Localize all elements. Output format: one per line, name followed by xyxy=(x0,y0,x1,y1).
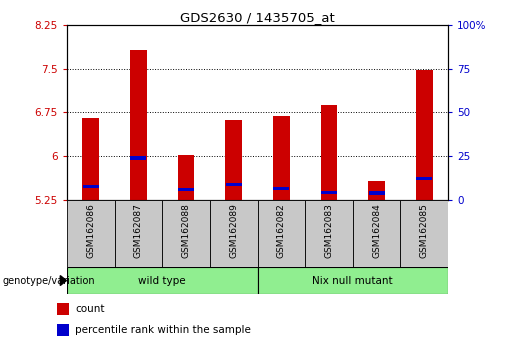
Bar xyxy=(130,156,146,160)
Bar xyxy=(130,50,147,200)
Bar xyxy=(210,200,258,267)
Text: Nix null mutant: Nix null mutant xyxy=(313,275,393,286)
Bar xyxy=(114,200,162,267)
Bar xyxy=(226,183,242,186)
Bar xyxy=(321,105,337,200)
Text: GSM162083: GSM162083 xyxy=(324,203,333,258)
Bar xyxy=(273,187,289,190)
Bar xyxy=(57,324,69,336)
Bar xyxy=(162,200,210,267)
Text: percentile rank within the sample: percentile rank within the sample xyxy=(75,325,251,335)
FancyArrow shape xyxy=(60,275,66,285)
Text: count: count xyxy=(75,304,105,314)
Text: wild type: wild type xyxy=(139,275,186,286)
Bar xyxy=(178,155,194,200)
Text: GSM162089: GSM162089 xyxy=(229,203,238,258)
Title: GDS2630 / 1435705_at: GDS2630 / 1435705_at xyxy=(180,11,335,24)
Bar xyxy=(353,200,401,267)
Bar xyxy=(416,177,432,180)
Bar xyxy=(258,267,448,294)
Bar xyxy=(83,185,99,188)
Bar xyxy=(178,188,194,191)
Text: GSM162087: GSM162087 xyxy=(134,203,143,258)
Bar xyxy=(416,70,433,200)
Bar xyxy=(273,116,289,200)
Text: GSM162088: GSM162088 xyxy=(182,203,191,258)
Bar xyxy=(401,200,448,267)
Bar xyxy=(226,120,242,200)
Text: GSM162084: GSM162084 xyxy=(372,203,381,258)
Text: GSM162085: GSM162085 xyxy=(420,203,428,258)
Bar xyxy=(82,118,99,200)
Text: GSM162086: GSM162086 xyxy=(87,203,95,258)
Bar xyxy=(258,200,305,267)
Bar xyxy=(67,267,258,294)
Bar xyxy=(368,181,385,200)
Text: genotype/variation: genotype/variation xyxy=(3,275,95,286)
Bar xyxy=(305,200,353,267)
Bar xyxy=(321,191,337,194)
Bar xyxy=(369,192,385,195)
Bar xyxy=(67,200,115,267)
Text: GSM162082: GSM162082 xyxy=(277,203,286,258)
Bar xyxy=(57,303,69,315)
